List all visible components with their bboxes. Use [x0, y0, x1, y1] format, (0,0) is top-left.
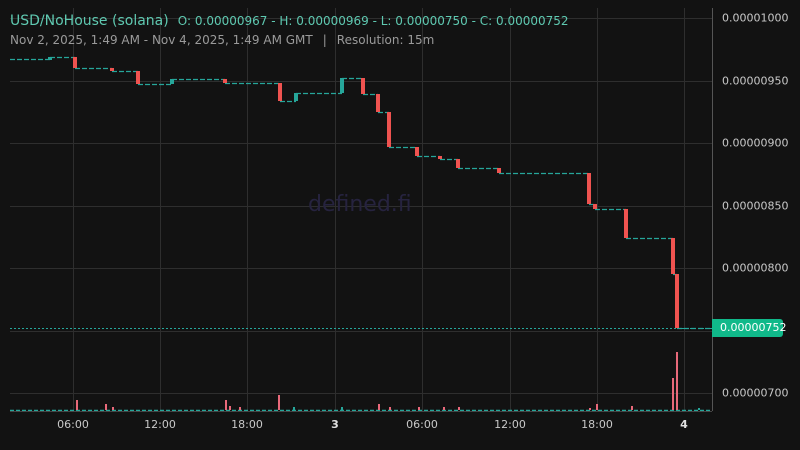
- watermark: defined.fi: [308, 192, 412, 217]
- date-range: Nov 2, 2025, 1:49 AM - Nov 4, 2025, 1:49…: [10, 33, 313, 47]
- price-tick-label: 0.00000700: [722, 386, 789, 400]
- price-tick-label: 0.00000800: [722, 261, 789, 275]
- ohlc-values: O: 0.00000967 - H: 0.00000969 - L: 0.000…: [177, 14, 569, 28]
- time-tick-label: 3: [331, 418, 339, 431]
- price-tick-label: 0.00000900: [722, 136, 789, 150]
- pair-title: USD/NoHouse (solana): [10, 13, 169, 29]
- current-price-tag: 0.00000752: [712, 319, 786, 337]
- price-tick-label: 0.00000950: [722, 74, 789, 87]
- price-tick-label: 0.00000850: [722, 199, 789, 212]
- chart-subtitle: Nov 2, 2025, 1:49 AM - Nov 4, 2025, 1:49…: [10, 33, 434, 47]
- chart-legend: USD/NoHouse (solana) O: 0.00000967 - H: …: [10, 10, 569, 29]
- volume-bars: [10, 352, 712, 412]
- separator: |: [322, 33, 327, 47]
- time-tick-label: 12:00: [144, 418, 176, 431]
- time-tick-label: 06:00: [57, 418, 89, 431]
- time-tick-label: 18:00: [231, 418, 263, 431]
- resolution: Resolution: 15m: [336, 33, 435, 47]
- price-tick-label: 0.00001000: [722, 11, 789, 25]
- time-tick-label: 18:00: [581, 418, 613, 431]
- time-tick-label: 4: [680, 418, 688, 431]
- time-tick-label: 12:00: [494, 418, 526, 431]
- time-tick-label: 06:00: [406, 418, 438, 431]
